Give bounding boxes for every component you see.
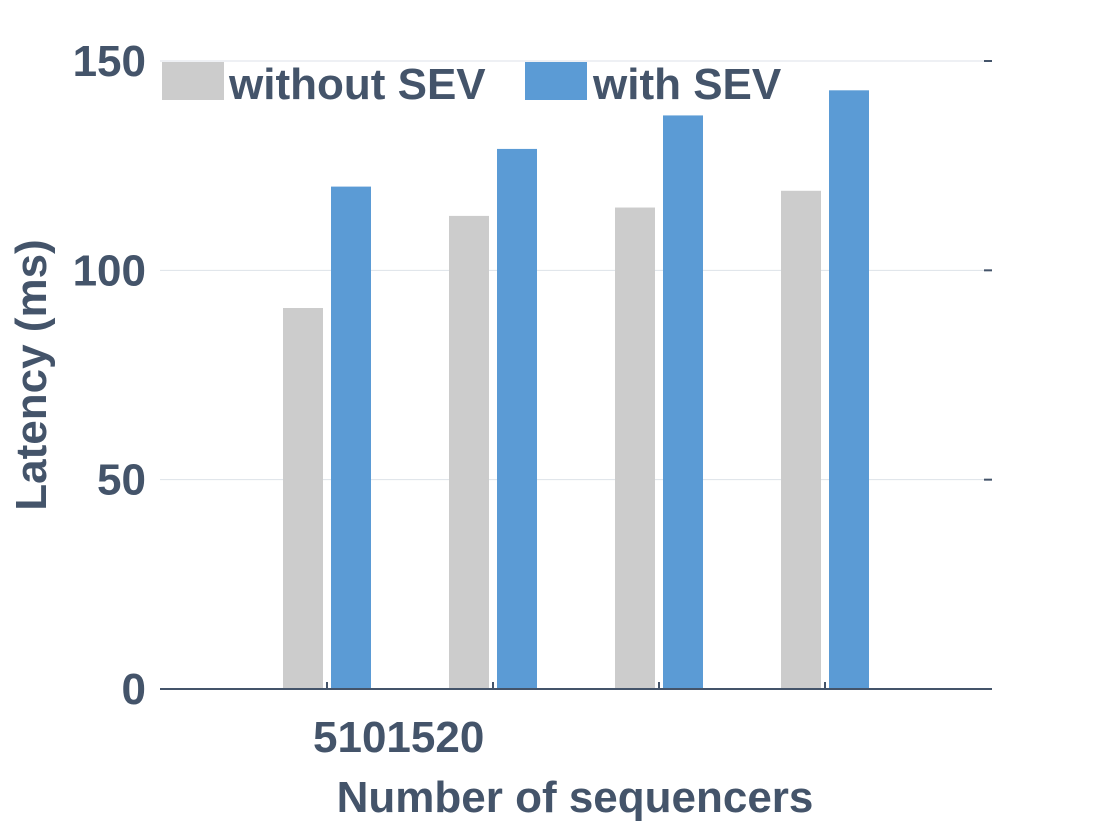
y-tick-label: 100 (73, 246, 146, 295)
x-axis-title: Number of sequencers (337, 773, 814, 822)
bar-without-sev-10 (449, 215, 489, 689)
y-axis: 0 50 100 150 (73, 37, 992, 714)
bar-without-sev-5 (283, 308, 323, 689)
legend: without SEV with SEV (162, 60, 782, 109)
y-tick-label: 50 (97, 456, 146, 505)
bar-with-sev-5 (331, 186, 371, 689)
bar-without-sev-20 (781, 190, 821, 689)
legend-swatch-with-sev (525, 62, 587, 100)
legend-label-with-sev: with SEV (592, 60, 782, 109)
x-tick-labels: 5101520 (313, 713, 484, 762)
legend-label-without-sev: without SEV (228, 60, 486, 109)
y-axis-title: Latency (ms) (7, 239, 56, 510)
legend-swatch-without-sev (162, 62, 224, 100)
y-tick-label: 150 (73, 37, 146, 86)
y-tick-label: 0 (122, 665, 146, 714)
bar-with-sev-10 (497, 148, 537, 690)
x-axis (160, 682, 992, 690)
bars (283, 90, 869, 690)
bar-with-sev-20 (829, 90, 869, 690)
bar-without-sev-15 (615, 207, 655, 690)
bar-with-sev-15 (663, 115, 703, 690)
